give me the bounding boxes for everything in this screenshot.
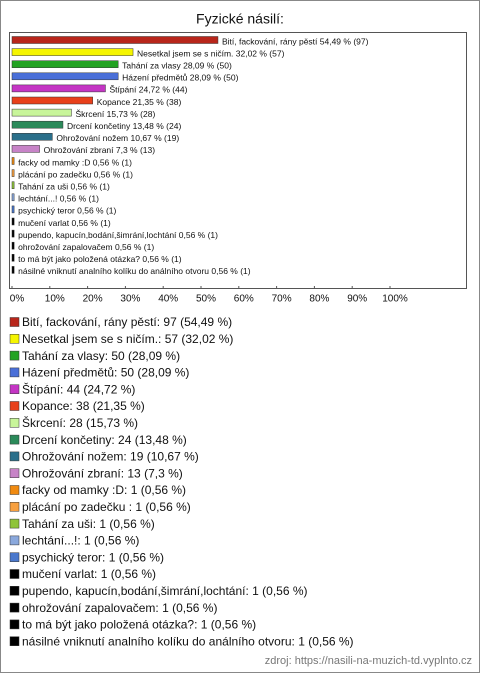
bar-label: psychický teror 0,56 % (1) <box>18 206 116 216</box>
legend-swatch <box>9 350 20 361</box>
x-tick-label: 40% <box>158 294 178 305</box>
legend-swatch <box>9 317 20 327</box>
x-tick-label: 80% <box>309 294 329 305</box>
legend-swatch <box>9 602 20 613</box>
legend-label: Drcení končetiny: 24 (13,48 %) <box>22 433 187 447</box>
bar-label: Drcení končetiny 13,48 % (24) <box>67 121 182 131</box>
legend-swatch <box>9 451 20 462</box>
legend-swatch <box>9 518 20 529</box>
bar-label: facky od mamky :D 0,56 % (1) <box>18 157 132 167</box>
legend-label: Tahání za vlasy: 50 (28,09 %) <box>22 349 180 363</box>
legend-label: Ohrožování nožem: 19 (10,67 %) <box>22 450 199 464</box>
x-tick-label: 70% <box>272 294 292 305</box>
legend-label: Štípání: 44 (24,72 %) <box>22 381 135 396</box>
x-tick-label: 20% <box>83 294 103 305</box>
chart-title: Fyzické násilí: <box>196 11 284 27</box>
source: zdroj: https://nasili-na-muzich-td.vypln… <box>265 655 472 667</box>
legend-label: Tahání za uši: 1 (0,56 %) <box>22 517 155 531</box>
legend-label: to má být jako položená otázka?: 1 (0,56… <box>22 618 256 632</box>
legend-label: lechtání...!: 1 (0,56 %) <box>22 534 139 548</box>
legend-swatch <box>9 569 20 579</box>
legend-label: plácání po zadečku : 1 (0,56 %) <box>22 500 191 514</box>
bar <box>11 133 53 141</box>
legend-swatch <box>9 552 20 562</box>
bar-label: Štípání 24,72 % (44) <box>109 85 187 95</box>
bar-label: Nesetkal jsem se s ničím. 32,02 % (57) <box>137 48 285 58</box>
legend-swatch <box>9 367 20 378</box>
legend-label: facky od mamky :D: 1 (0,56 %) <box>22 483 186 497</box>
legend-label: násilné vniknutí analního kolíku do anál… <box>22 634 354 648</box>
legend-label: Škrcení: 28 (15,73 %) <box>22 415 138 430</box>
legend-swatch <box>9 636 20 646</box>
bar <box>11 72 119 81</box>
bar-label: Ohrožování nožem 10,67 % (19) <box>56 133 179 143</box>
bar <box>11 157 15 165</box>
bar <box>11 84 106 93</box>
bar-label: Házení předmětů 28,09 % (50) <box>122 73 238 83</box>
x-tick-label: 50% <box>196 294 216 305</box>
x-tick-label: 60% <box>234 294 254 305</box>
bar-label: násilné vniknutí analního kolíku do anál… <box>18 266 251 276</box>
bar-label: lechtání...! 0,56 % (1) <box>18 194 99 204</box>
bar <box>11 145 40 153</box>
bar <box>11 48 134 56</box>
bar-label: Tahání za uši 0,56 % (1) <box>18 181 110 191</box>
bar <box>11 169 15 177</box>
x-tick-label: 30% <box>120 294 140 305</box>
bar-label: Ohrožování zbraní 7,3 % (13) <box>44 145 156 155</box>
bar <box>11 108 72 117</box>
bar-label: ohrožování zapalovačem 0,56 % (1) <box>18 242 154 252</box>
bar-label: plácání po zadečku 0,56 % (1) <box>18 169 133 179</box>
bar <box>11 217 15 226</box>
legend-label: Kopance: 38 (21,35 %) <box>22 399 145 413</box>
bar <box>11 120 64 129</box>
bar-label: Bití, fackování, rány pěstí 54,49 % (97) <box>222 36 369 46</box>
bar-label: to má být jako položená otázka? 0,56 % (… <box>18 254 182 264</box>
legend-swatch <box>9 502 20 512</box>
bar <box>11 205 15 214</box>
x-tick-label: 0% <box>10 294 25 305</box>
bar-label: mučení varlat 0,56 % (1) <box>18 218 111 228</box>
bar <box>11 241 15 250</box>
legend-swatch <box>9 485 20 495</box>
bar <box>11 36 219 44</box>
bar <box>11 193 15 202</box>
bar <box>11 254 15 262</box>
bar <box>11 96 93 105</box>
legend-label: Házení předmětů: 50 (28,09 %) <box>22 366 189 380</box>
x-tick-label: 10% <box>45 294 65 305</box>
legend-label: Nesetkal jsem se s ničím.: 57 (32,02 %) <box>22 332 233 346</box>
legend-swatch <box>9 334 20 344</box>
legend-label: Ohrožování zbraní: 13 (7,3 %) <box>22 466 183 480</box>
bar-label: Škrcení 15,73 % (28) <box>75 109 155 119</box>
bar-label: Kopance 21,35 % (38) <box>97 97 182 107</box>
legend-swatch <box>9 619 20 630</box>
legend-swatch <box>9 586 20 596</box>
bar <box>11 266 15 274</box>
x-tick-label: 90% <box>347 294 367 305</box>
legend-swatch <box>9 434 20 445</box>
x-tick-label: 100% <box>382 294 408 305</box>
bar <box>11 181 15 189</box>
legend-label: ohrožování zapalovačem: 1 (0,56 %) <box>22 601 217 615</box>
legend-swatch <box>9 384 20 394</box>
legend-label: Bití, fackování, rány pěstí: 97 (54,49 %… <box>22 315 232 329</box>
legend-label: psychický teror: 1 (0,56 %) <box>22 550 164 564</box>
bar-label: Tahání za vlasy 28,09 % (50) <box>122 60 232 70</box>
legend-label: mučení varlat: 1 (0,56 %) <box>22 567 156 581</box>
legend-swatch <box>9 401 20 411</box>
legend-swatch <box>9 418 20 428</box>
bar <box>11 229 15 238</box>
bar <box>11 60 119 68</box>
legend-swatch <box>9 468 20 478</box>
legend-label: pupendo, kapucín,bodání,šimrání,lochtání… <box>22 584 308 598</box>
bar-label: pupendo, kapucín,bodání,šimrání,lochtání… <box>18 230 218 240</box>
legend-swatch <box>9 535 20 546</box>
